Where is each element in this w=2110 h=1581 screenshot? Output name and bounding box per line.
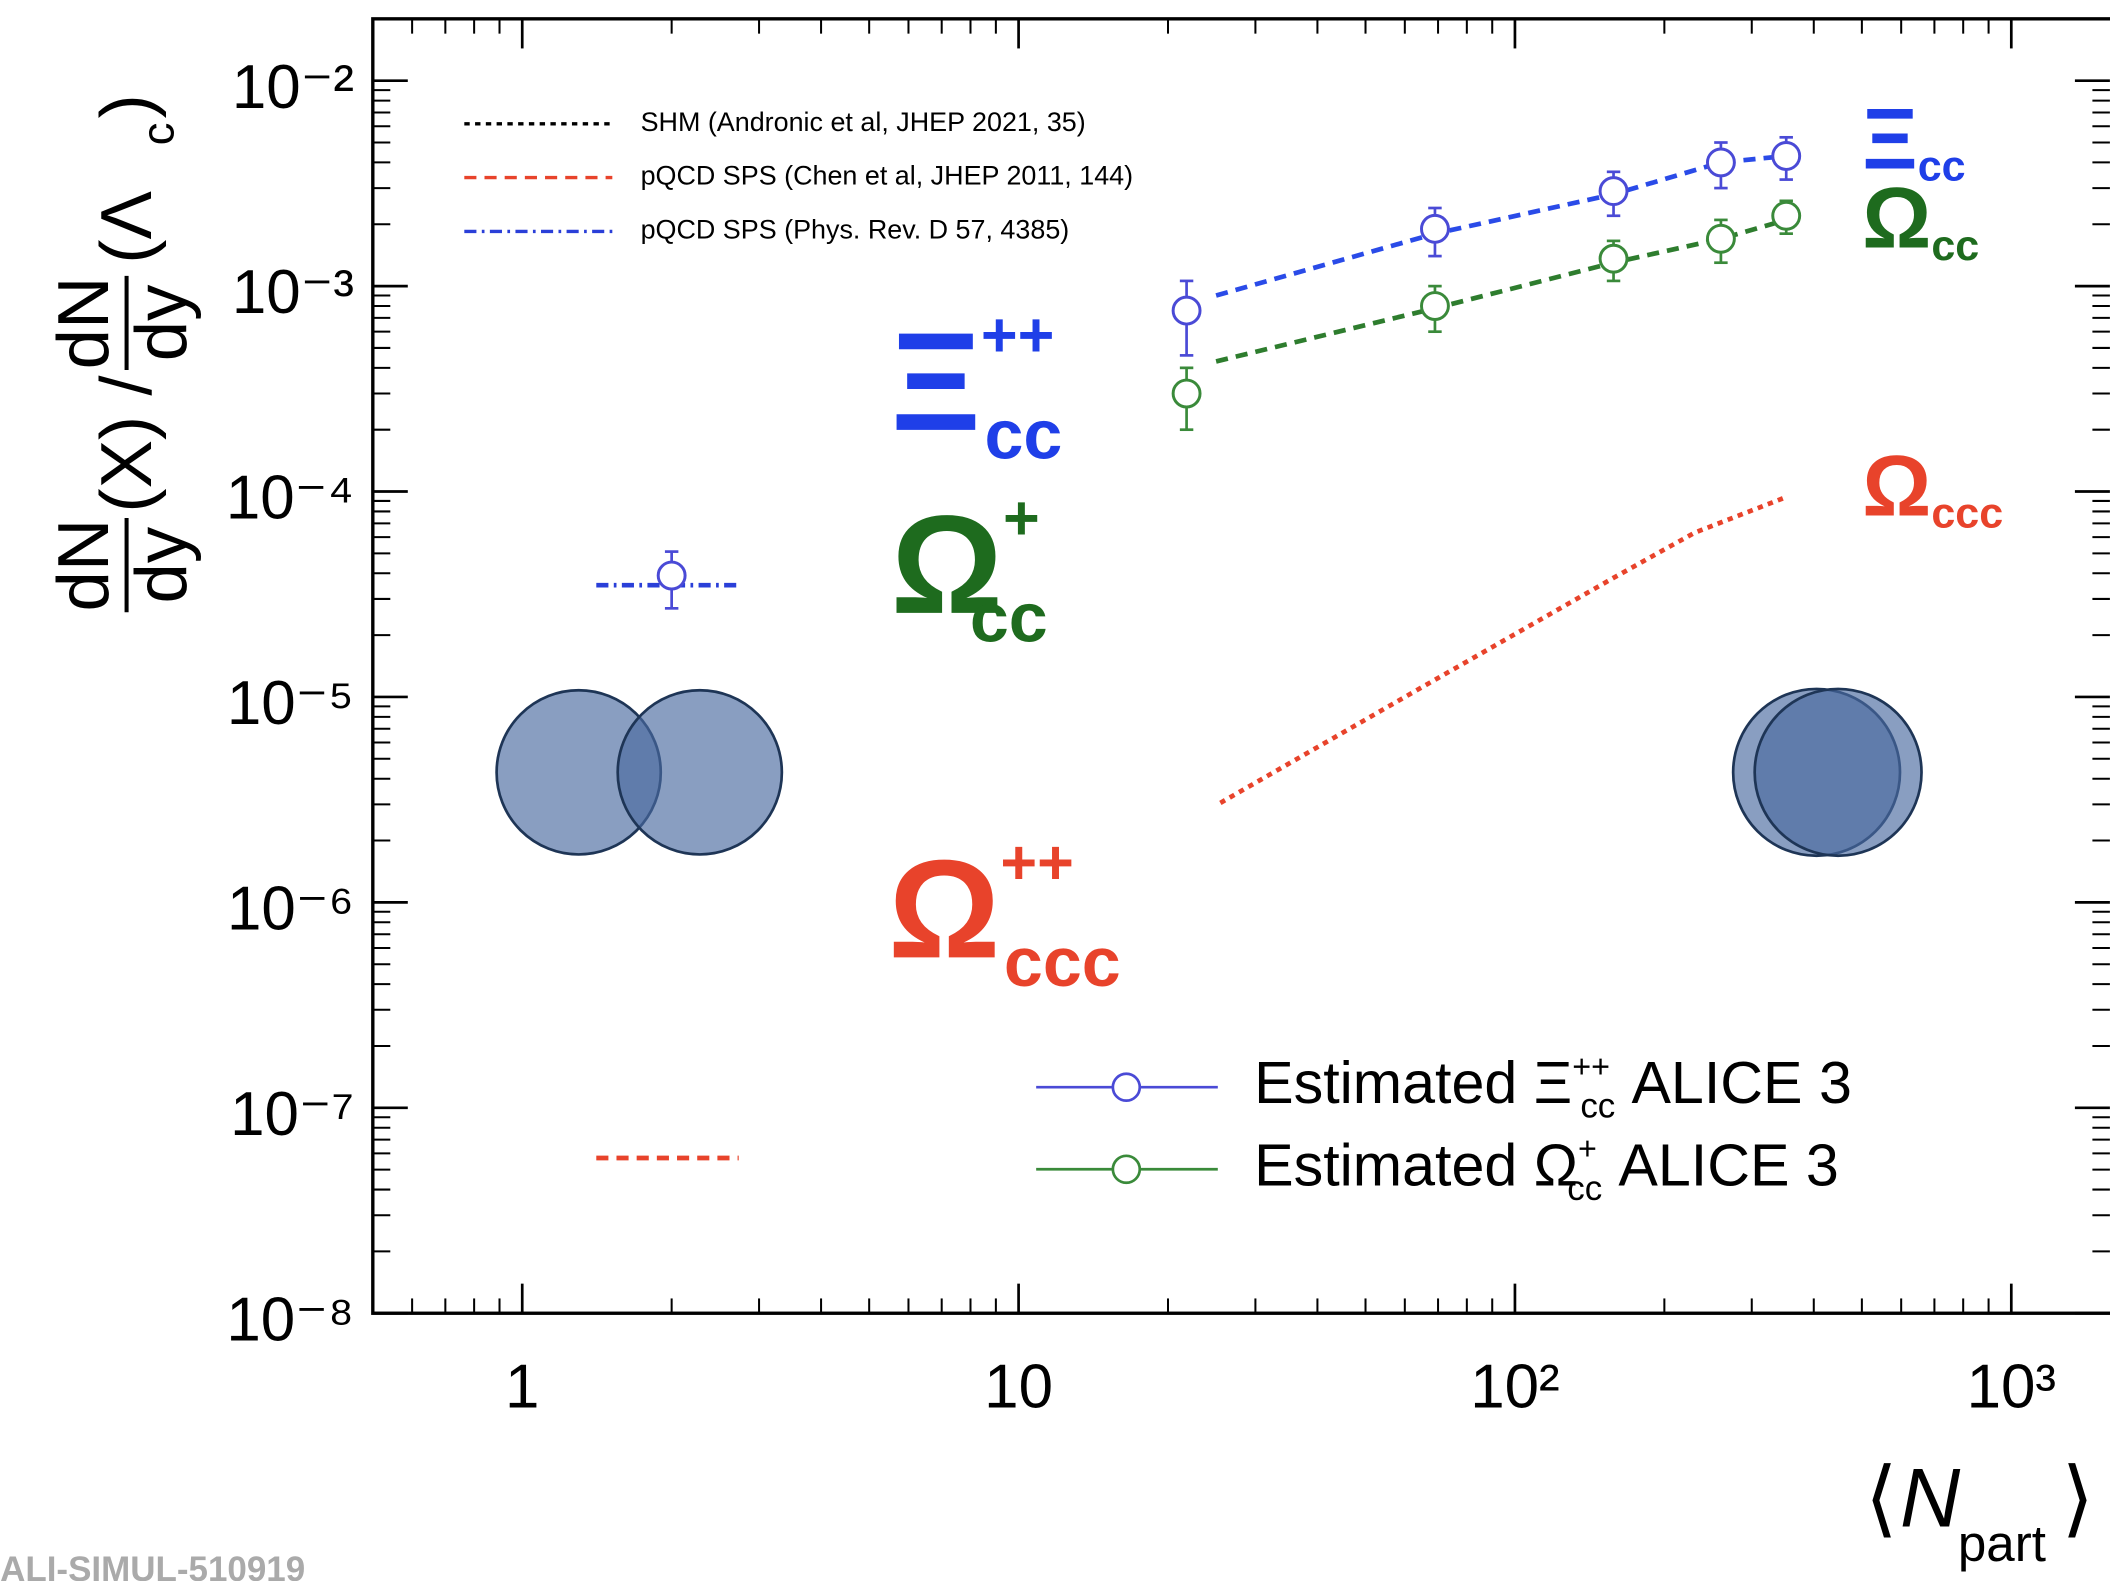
y-tick-label: 10⁻² (232, 53, 354, 122)
y-label-part: (Λ (86, 191, 167, 264)
annotation-sub: cc (970, 579, 1048, 657)
y-tick-label: 10⁻⁶ (227, 874, 354, 943)
y-label-part: dy (121, 526, 202, 603)
legend-text: Estimated Ξ++ cc ALICE 3 (1254, 1048, 1852, 1126)
x-label: N (1900, 1450, 1961, 1544)
legend-part: Estimated Ξ (1254, 1049, 1572, 1116)
legend-marker (1111, 1072, 1142, 1102)
annotation-sub: cc (1918, 143, 1966, 191)
marker (1598, 176, 1629, 207)
annotation: Ξ++ cc (891, 300, 1062, 474)
annotation-sub: cc (984, 396, 1062, 474)
annotation-sub: cc (1931, 222, 1979, 270)
legend-part: ++ (1572, 1048, 1610, 1084)
marker (1598, 243, 1629, 274)
annotation-sup: + (1003, 483, 1040, 553)
annotation: Ω+ cc (891, 483, 1048, 657)
legend-text: Estimated Ω+ cc ALICE 3 (1254, 1130, 1839, 1208)
legend-part: cc (1580, 1087, 1615, 1126)
x-tick-label: 1 (505, 1353, 539, 1422)
legend-part: ALICE 3 (1631, 1049, 1851, 1116)
y-tick-label: 10⁻³ (232, 258, 354, 327)
annotation: Ωcc (1862, 170, 1979, 270)
marker (1171, 295, 1202, 326)
y-tick-label: 10⁻⁵ (227, 669, 354, 738)
y-label-part: dy (121, 284, 202, 361)
y-tick-label: 10⁻⁸ (226, 1285, 354, 1354)
legend-part: Estimated Ω (1254, 1131, 1578, 1198)
annotation-sup: ++ (981, 300, 1055, 370)
annotation-base: Ξ (1862, 91, 1917, 187)
marker (1420, 213, 1450, 244)
annotation-sub: ccc (1931, 490, 2003, 538)
y-tick-label: 10⁻⁷ (230, 1080, 354, 1149)
x-label: part (1958, 1515, 2046, 1572)
annotation-base: Ω (891, 486, 1003, 643)
annotation-base: Ω (1862, 438, 1931, 534)
annotation-base: Ξ (891, 303, 981, 460)
x-tick-label: 10 (984, 1353, 1053, 1422)
annotation: Ωccc (1862, 438, 2003, 538)
x-label: ⟨ (1865, 1450, 1898, 1544)
y-tick-label: 10⁻⁴ (226, 464, 354, 533)
y-label-part: dN (43, 519, 124, 612)
marker (1771, 200, 1802, 231)
annotation-base: Ω (1862, 170, 1931, 266)
x-label: ⟩ (2061, 1450, 2094, 1544)
legend-text: pQCD SPS (Phys. Rev. D 57, 4385) (641, 215, 1070, 245)
x-tick-label: 10³ (1967, 1353, 2056, 1422)
y-label-part: dN (43, 276, 124, 369)
plot-frame (371, 17, 2110, 1315)
marker (1420, 291, 1450, 321)
marker (656, 560, 687, 591)
annotation-sup: ++ (1000, 828, 1074, 898)
y-label-part: c (133, 122, 184, 145)
marker (1771, 141, 1802, 171)
nuclei-peripheral (495, 688, 784, 856)
nuclei-central (1731, 687, 1923, 858)
legend-text: SHM (Andronic et al, JHEP 2021, 35) (641, 107, 1086, 137)
marker (1171, 378, 1202, 409)
nucleus (616, 688, 784, 856)
legend-part: + (1578, 1130, 1597, 1166)
x-tick-label: 10² (1470, 1353, 1559, 1422)
y-label-part: ) (86, 94, 167, 118)
marker (1705, 147, 1736, 178)
nucleus (1753, 687, 1923, 858)
legend-marker (1111, 1154, 1142, 1185)
legend-part: ALICE 3 (1618, 1131, 1838, 1198)
marker (1705, 223, 1736, 254)
legend-text: pQCD SPS (Chen et al, JHEP 2011, 144) (641, 161, 1134, 191)
watermark: ALI-SIMUL-510919 (0, 1550, 305, 1581)
legend-part: cc (1567, 1169, 1602, 1208)
annotation: Ω++ ccc (888, 828, 1120, 1002)
annotation: Ξcc (1862, 91, 1965, 191)
model-curve (1219, 494, 1788, 805)
annotation-sub: ccc (1004, 923, 1121, 1001)
y-label-part: (X) / (86, 375, 167, 513)
annotation-base: Ω (888, 830, 1000, 987)
